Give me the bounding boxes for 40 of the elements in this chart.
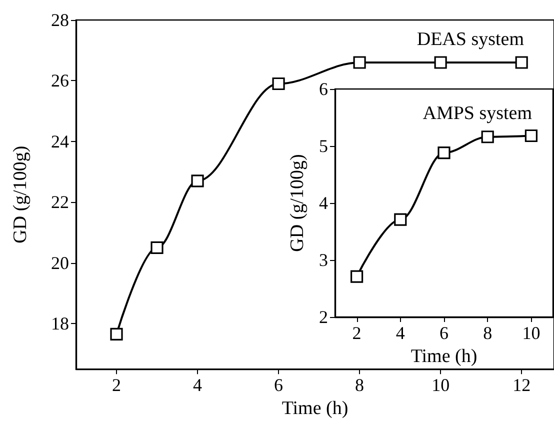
y-axis-title: GD (g/100g): [287, 154, 308, 252]
y-tick-label: 20: [51, 252, 69, 273]
point: [191, 174, 204, 188]
x-tick-label: 6: [274, 375, 284, 396]
y-tick-label: 28: [51, 10, 69, 30]
y-tick-label: 24: [51, 131, 69, 152]
x-tick-label: 12: [512, 375, 531, 396]
x-tick-label: 10: [432, 375, 450, 396]
y-tick-label: 2: [319, 307, 328, 327]
y-tick-label: 6: [319, 79, 328, 99]
x-tick-label: 8: [355, 375, 364, 396]
point: [350, 270, 364, 283]
point: [481, 130, 494, 144]
x-tick-label: 4: [193, 375, 202, 396]
y-tick-label: 26: [51, 70, 69, 91]
point: [394, 213, 407, 226]
point: [434, 56, 447, 69]
x-tick-label: 2: [112, 375, 122, 396]
x-tick-label: 4: [396, 323, 405, 343]
x-tick-label: 2: [352, 323, 362, 343]
annotation: DEAS system: [416, 29, 524, 50]
point: [524, 129, 538, 142]
point: [438, 146, 450, 160]
annotation: AMPS system: [422, 103, 532, 124]
x-axis-title: Time (h): [410, 346, 478, 367]
y-tick-label: 22: [51, 192, 69, 212]
y-tick-label: 5: [319, 136, 328, 156]
y-tick-label: 4: [319, 193, 328, 213]
y-axis-title: GD (g/100g): [10, 146, 31, 244]
x-axis-title: Time (h): [282, 398, 348, 419]
y-tick-label: 18: [51, 314, 69, 334]
x-tick-label: 10: [522, 323, 540, 343]
point: [272, 77, 285, 90]
point: [110, 328, 123, 340]
point: [353, 56, 366, 69]
y-tick-label: 3: [319, 250, 328, 270]
x-tick-label: 8: [483, 323, 492, 343]
point: [150, 241, 164, 254]
point: [515, 56, 528, 69]
x-tick-label: 6: [440, 323, 448, 343]
